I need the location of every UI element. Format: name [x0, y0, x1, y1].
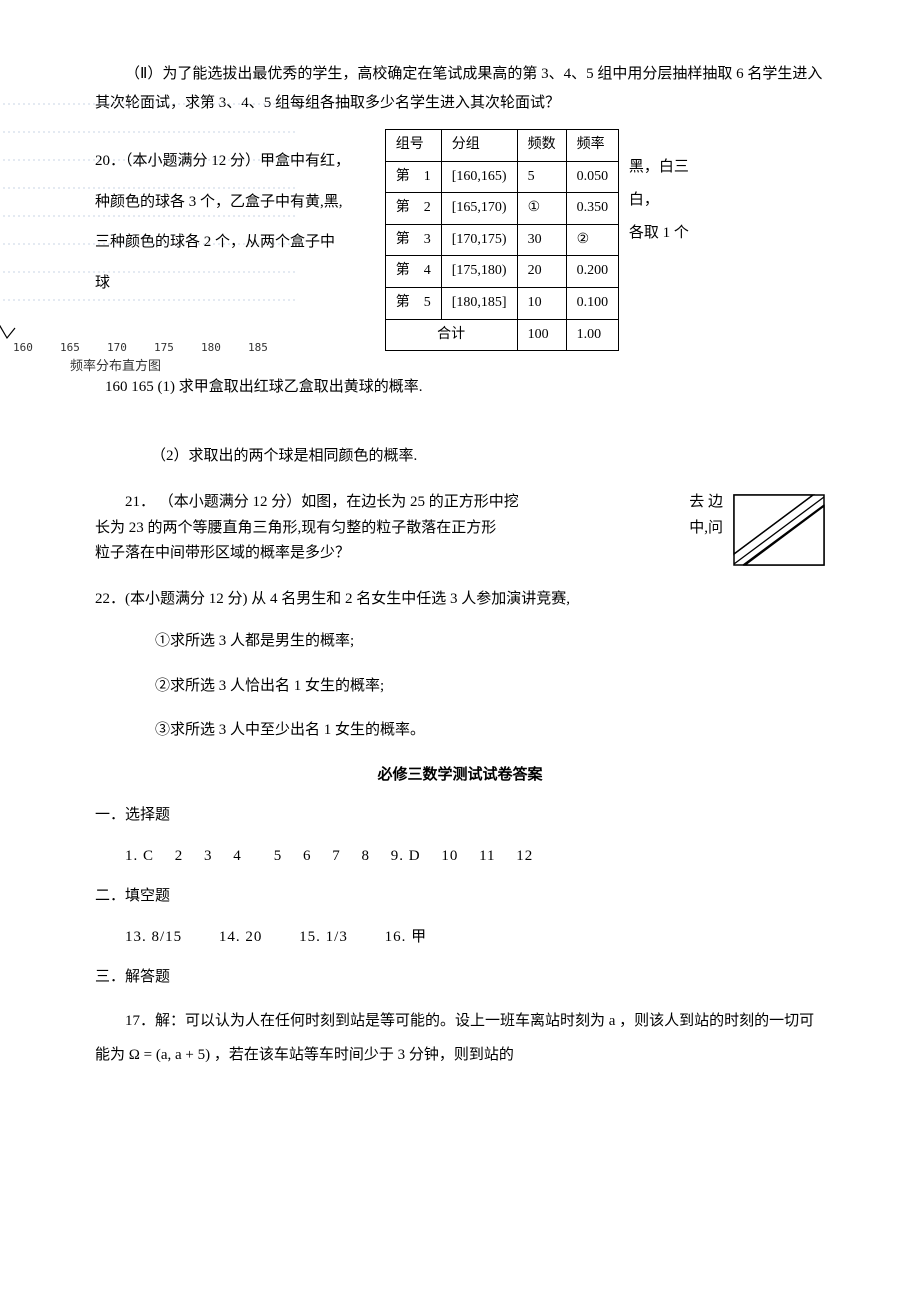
- ft-h3: 频率: [566, 130, 619, 162]
- ft-r4c0: 第 5: [385, 287, 441, 319]
- ft-h0: 组号: [385, 130, 441, 162]
- ft-r2c1: [170,175): [441, 224, 517, 256]
- q20-l3: 三种颜色的球各 2 个，从两个盒子中: [95, 228, 375, 257]
- q20-l1: 20．（本小题满分 12 分）甲盒中有红，: [95, 147, 375, 176]
- q20-r4: 各取 1 个: [629, 217, 719, 250]
- q21-a: （本小题满分 12 分）如图，在边长为 25 的正方形中挖: [159, 494, 519, 510]
- ft-total-f: 1.00: [566, 319, 619, 351]
- q22-head: 22．(本小题满分 12 分) 从 4 名男生和 2 名女生中任选 3 人参加演…: [95, 585, 825, 614]
- ft-r4c2: 10: [517, 287, 566, 319]
- q19-part2-text: （Ⅱ）为了能选拔出最优秀的学生，高校确定在笔试成果高的第 3、4、5 组中用分层…: [95, 60, 825, 117]
- q20-left-col: 20．（本小题满分 12 分）甲盒中有红， 种颜色的球各 3 个，乙盒子中有黄,…: [95, 129, 375, 309]
- q21-side-b: 中,问: [689, 516, 723, 542]
- ft-r2c2: 30: [517, 224, 566, 256]
- q20-l4: 球: [95, 269, 375, 298]
- sec-choice: 一．选择题: [95, 801, 825, 830]
- ft-r2c3: ②: [566, 224, 619, 256]
- q22-s3: ③求所选 3 人中至少出名 1 女生的概率。: [95, 716, 825, 745]
- ft-r3c1: [175,180): [441, 256, 517, 288]
- ans-row1: 1. C 2 3 4 5 6 7 8 9. D 10 11 12: [95, 842, 825, 871]
- q20-l2: 种颜色的球各 3 个，乙盒子中有黄,黑,: [95, 188, 375, 217]
- q20-r1: 黑，白三: [629, 151, 719, 184]
- q20-sub1: 160 165 (1) 求甲盒取出红球乙盒取出黄球的概率.: [105, 373, 825, 402]
- ft-r1c3: 0.350: [566, 193, 619, 225]
- ft-r1c2: ①: [517, 193, 566, 225]
- ft-r3c3: 0.200: [566, 256, 619, 288]
- answers-title: 必修三数学测试试卷答案: [95, 761, 825, 790]
- a17-text: 17．解：可以认为人在任何时刻到站是等可能的。设上一班车离站时刻为 a ，则该人…: [95, 1004, 825, 1073]
- hist-caption: 频率分布直方图: [70, 358, 161, 373]
- ft-r3c0: 第 4: [385, 256, 441, 288]
- ft-r3c2: 20: [517, 256, 566, 288]
- sec-solve: 三．解答题: [95, 963, 825, 992]
- ft-h1: 分组: [441, 130, 517, 162]
- xtick-1: 165: [60, 341, 80, 354]
- ft-r2c0: 第 3: [385, 224, 441, 256]
- ft-r1c1: [165,170): [441, 193, 517, 225]
- q20-sub2: （2）求取出的两个球是相同颜色的概率.: [151, 442, 825, 471]
- q20-r2: 白，: [629, 184, 719, 217]
- xtick-0: 160: [13, 341, 33, 354]
- ft-total-label: 合计: [385, 319, 517, 351]
- frequency-table-wrap: 组号 分组 频数 频率 第 1 [160,165) 5 0.050 第 2 [1…: [385, 129, 619, 351]
- ft-r0c1: [160,165): [441, 161, 517, 193]
- q21-b: 长为 23 的两个等腰直角三角形,现有匀整的粒子散落在正方形: [95, 520, 496, 536]
- ft-r4c3: 0.100: [566, 287, 619, 319]
- q21-lead: 21．: [125, 494, 155, 510]
- q20-block: 20．（本小题满分 12 分）甲盒中有红， 种颜色的球各 3 个，乙盒子中有黄,…: [95, 129, 825, 351]
- ft-r0c0: 第 1: [385, 161, 441, 193]
- ft-r0c3: 0.050: [566, 161, 619, 193]
- frequency-table: 组号 分组 频数 频率 第 1 [160,165) 5 0.050 第 2 [1…: [385, 129, 619, 351]
- q21-c: 粒子落在中间带形区域的概率是多少？: [95, 545, 350, 561]
- stripe-square-icon: [733, 494, 825, 566]
- sec-fill: 二．填空题: [95, 882, 825, 911]
- q22-s2: ②求所选 3 人恰出名 1 女生的概率;: [95, 672, 825, 701]
- ft-total-n: 100: [517, 319, 566, 351]
- q21-block: 21． （本小题满分 12 分）如图，在边长为 25 的正方形中挖 去 边 长为…: [95, 490, 825, 567]
- ft-r1c0: 第 2: [385, 193, 441, 225]
- q21-text: 21． （本小题满分 12 分）如图，在边长为 25 的正方形中挖 去 边 长为…: [95, 490, 825, 567]
- q20-right-col: 黑，白三 白， 各取 1 个: [629, 129, 719, 250]
- q22-s1: ①求所选 3 人都是男生的概率;: [95, 627, 825, 656]
- q21-side-a: 去 边: [689, 490, 723, 516]
- ft-h2: 频数: [517, 130, 566, 162]
- ft-r0c2: 5: [517, 161, 566, 193]
- ans-row2: 13. 8/15 14. 20 15. 1/3 16. 甲: [95, 923, 825, 952]
- ft-r4c1: [180,185]: [441, 287, 517, 319]
